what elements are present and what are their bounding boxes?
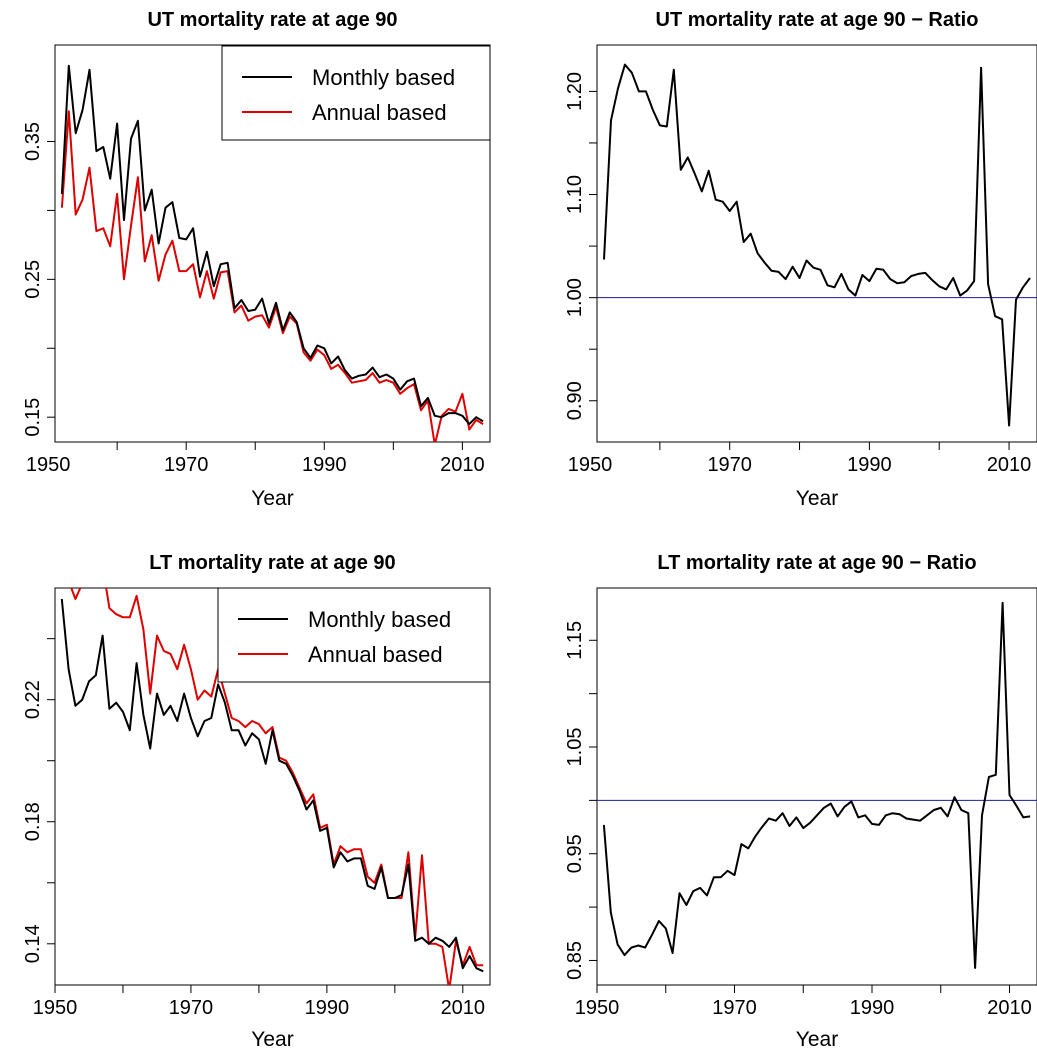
- legend: Monthly based Annual based: [217, 587, 491, 683]
- x-axis-label: Year: [251, 1028, 293, 1050]
- x-tick-label: 1970: [712, 997, 757, 1019]
- series-line-ratio: [603, 63, 1031, 427]
- y-tick-label: 0.18: [22, 802, 44, 841]
- x-tick-label: 1950: [568, 454, 613, 476]
- y-tick-label: 0.85: [564, 941, 586, 980]
- plot-frame: [54, 44, 491, 443]
- legend-entry: Monthly based: [308, 607, 451, 632]
- y-tick-label: 0.14: [22, 924, 44, 963]
- legend-entry: Annual based: [312, 100, 447, 125]
- chart-title: UT mortality rate at age 90: [147, 9, 397, 31]
- plot-frame: [596, 587, 1037, 986]
- y-tick-label: 1.00: [564, 278, 586, 317]
- chart-title: LT mortality rate at age 90: [149, 552, 395, 574]
- series-line-monthly-based: [60, 598, 484, 973]
- y-tick-label: 1.10: [564, 175, 586, 214]
- x-tick-label: 1950: [26, 454, 71, 476]
- x-tick-label: 1970: [164, 454, 209, 476]
- legend-box: [217, 587, 491, 683]
- x-tick-label: 1990: [305, 997, 350, 1019]
- x-tick-label: 1970: [707, 454, 752, 476]
- y-tick-label: 1.20: [564, 72, 586, 111]
- y-tick-label: 0.25: [22, 260, 44, 299]
- x-tick-label: 2010: [441, 997, 486, 1019]
- series-line-monthly-based: [60, 64, 484, 426]
- y-tick-label: 1.05: [564, 728, 586, 767]
- x-axis-label: Year: [796, 487, 838, 510]
- legend-entry: Monthly based: [312, 65, 455, 90]
- y-tick-label: 0.22: [22, 680, 44, 719]
- chart-title: UT mortality rate at age 90 − Ratio: [656, 9, 979, 31]
- series-line-annual-based: [60, 110, 484, 442]
- x-tick-label: 2010: [987, 997, 1032, 1019]
- x-axis-label: Year: [796, 1028, 838, 1050]
- chart-panel-4: LT mortality rate at age 90 − Ratio 1950 1…: [564, 552, 1037, 1050]
- x-tick-label: 1990: [847, 454, 892, 476]
- legend-entry: Annual based: [308, 642, 443, 667]
- chart-panel-2: UT mortality rate at age 90 − Ratio 1950 1…: [564, 9, 1037, 510]
- x-tick-label: 1990: [302, 454, 347, 476]
- x-tick-label: 1950: [33, 997, 78, 1019]
- chart-panel-3: LT mortality rate at age 90 1950 1970 1990 2…: [22, 552, 491, 1050]
- y-tick-label: 0.95: [564, 834, 586, 873]
- x-tick-label: 2010: [440, 454, 485, 476]
- x-tick-label: 2010: [987, 454, 1032, 476]
- x-tick-label: 1990: [850, 997, 895, 1019]
- y-tick-label: 1.15: [564, 621, 586, 660]
- y-tick-label: 0.35: [22, 122, 44, 161]
- chart-title: LT mortality rate at age 90 − Ratio: [657, 552, 976, 574]
- x-tick-label: 1970: [169, 997, 214, 1019]
- x-tick-label: 1950: [575, 997, 620, 1019]
- y-tick-label: 0.90: [564, 381, 586, 420]
- legend-box: [221, 45, 491, 141]
- chart-panel-1: UT mortality rate at age 90 1950 1970 1990 2…: [22, 9, 491, 510]
- series-line-ratio: [602, 601, 1031, 969]
- x-axis-label: Year: [251, 487, 293, 510]
- plot-frame: [596, 44, 1037, 443]
- legend: Monthly based Annual based: [221, 45, 491, 141]
- y-tick-label: 0.15: [22, 398, 44, 437]
